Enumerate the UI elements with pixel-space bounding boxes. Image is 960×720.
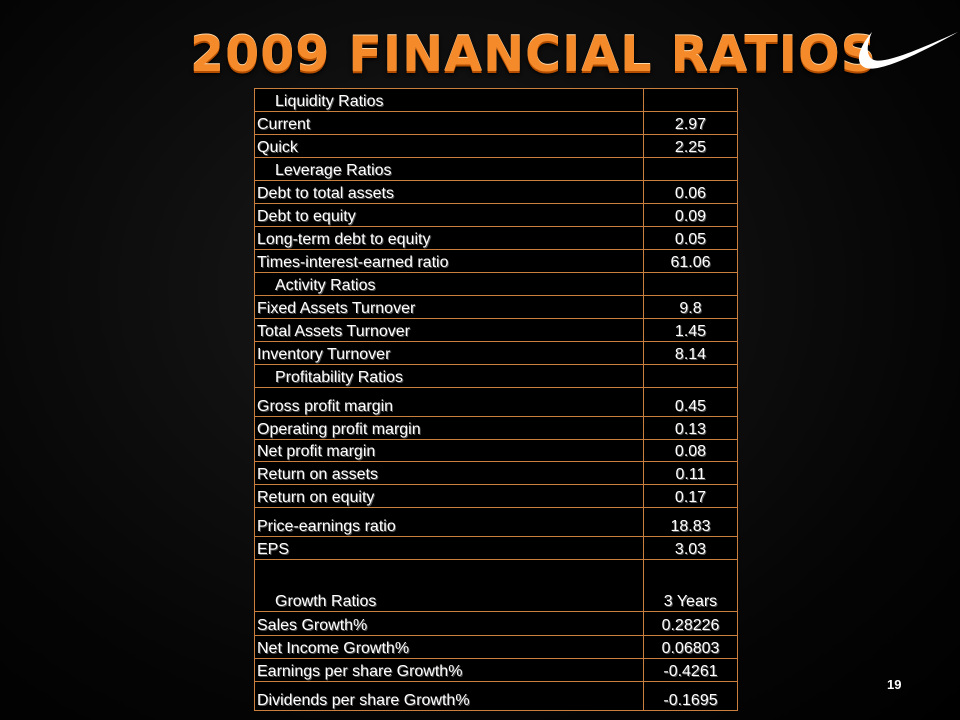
ratio-label: Long-term debt to equity bbox=[254, 226, 644, 250]
ratio-value: 61.06 bbox=[643, 249, 738, 273]
table-row: Operating profit margin 0.13 bbox=[254, 416, 738, 440]
ratio-value: 18.83 bbox=[643, 507, 738, 537]
slide-title: 2009 FINANCIAL RATIOS bbox=[190, 26, 877, 83]
ratio-label: Gross profit margin bbox=[254, 387, 644, 417]
ratio-value: 0.05 bbox=[643, 226, 738, 250]
ratio-label: Total Assets Turnover bbox=[254, 318, 644, 342]
table-section-heading-row: Leverage Ratios bbox=[254, 157, 738, 181]
table-section-heading-row: Activity Ratios bbox=[254, 272, 738, 296]
table-row: Price-earnings ratio 18.83 bbox=[254, 507, 738, 537]
table-row: Times-interest-earned ratio 61.06 bbox=[254, 249, 738, 273]
ratio-value: 0.17 bbox=[643, 484, 738, 508]
ratio-value: 1.45 bbox=[643, 318, 738, 342]
ratio-value: -0.1695 bbox=[643, 681, 738, 711]
ratio-label: Earnings per share Growth% bbox=[254, 658, 644, 682]
ratio-value: 2.97 bbox=[643, 111, 738, 135]
ratio-label: Times-interest-earned ratio bbox=[254, 249, 644, 273]
ratio-value bbox=[643, 272, 738, 296]
ratio-label: EPS bbox=[254, 536, 644, 560]
ratio-label: Operating profit margin bbox=[254, 416, 644, 440]
ratio-label: Growth Ratios bbox=[254, 559, 644, 612]
table-row: Sales Growth% 0.28226 bbox=[254, 611, 738, 636]
swoosh-logo-icon bbox=[858, 32, 958, 69]
ratio-label: Leverage Ratios bbox=[254, 157, 644, 181]
table-row: Total Assets Turnover 1.45 bbox=[254, 318, 738, 342]
table-section-heading-row: Liquidity Ratios bbox=[254, 88, 738, 112]
ratio-label: Sales Growth% bbox=[254, 611, 644, 636]
financial-ratios-table: Liquidity Ratios Current 2.97 Quick 2.25 Leve… bbox=[254, 88, 738, 711]
ratio-value: 0.06 bbox=[643, 180, 738, 204]
ratio-label: Return on equity bbox=[254, 484, 644, 508]
table-row: Fixed Assets Turnover 9.8 bbox=[254, 295, 738, 319]
ratio-value: 0.09 bbox=[643, 203, 738, 227]
table-row: Net Income Growth% 0.06803 bbox=[254, 635, 738, 659]
ratio-value: 9.8 bbox=[643, 295, 738, 319]
ratio-label: Return on assets bbox=[254, 461, 644, 485]
table-row: Debt to total assets 0.06 bbox=[254, 180, 738, 204]
ratio-value: 0.28226 bbox=[643, 611, 738, 636]
ratio-label: Net Income Growth% bbox=[254, 635, 644, 659]
table-row: EPS 3.03 bbox=[254, 536, 738, 560]
ratio-value: 3.03 bbox=[643, 536, 738, 560]
ratio-label: Profitability Ratios bbox=[254, 364, 644, 388]
table-row: Long-term debt to equity 0.05 bbox=[254, 226, 738, 250]
table-section-heading-row: Growth Ratios 3 Years bbox=[254, 559, 738, 612]
ratio-value bbox=[643, 157, 738, 181]
table-row: Debt to equity 0.09 bbox=[254, 203, 738, 227]
ratio-value: 0.06803 bbox=[643, 635, 738, 659]
ratio-value bbox=[643, 364, 738, 388]
ratio-label: Net profit margin bbox=[254, 439, 644, 462]
table-row: Earnings per share Growth% -0.4261 bbox=[254, 658, 738, 682]
ratio-value: 8.14 bbox=[643, 341, 738, 365]
ratio-label: Fixed Assets Turnover bbox=[254, 295, 644, 319]
ratio-value: 0.13 bbox=[643, 416, 738, 440]
table-row: Return on equity 0.17 bbox=[254, 484, 738, 508]
ratio-value: 0.45 bbox=[643, 387, 738, 417]
table-row: Gross profit margin 0.45 bbox=[254, 387, 738, 417]
ratio-label: Quick bbox=[254, 134, 644, 158]
ratio-value bbox=[643, 88, 738, 112]
ratio-label: Activity Ratios bbox=[254, 272, 644, 296]
ratio-value: 3 Years bbox=[643, 559, 738, 612]
table-section-heading-row: Profitability Ratios bbox=[254, 364, 738, 388]
page-number: 19 bbox=[887, 677, 902, 692]
ratio-label: Debt to total assets bbox=[254, 180, 644, 204]
ratio-label: Price-earnings ratio bbox=[254, 507, 644, 537]
table-row: Current 2.97 bbox=[254, 111, 738, 135]
financial-ratios-table-container: Liquidity Ratios Current 2.97 Quick 2.25 Leve… bbox=[254, 88, 738, 711]
ratio-value: 0.08 bbox=[643, 439, 738, 462]
ratio-value: 0.11 bbox=[643, 461, 738, 485]
ratio-label: Dividends per share Growth% bbox=[254, 681, 644, 711]
ratio-label: Current bbox=[254, 111, 644, 135]
ratio-label: Liquidity Ratios bbox=[254, 88, 644, 112]
table-row: Quick 2.25 bbox=[254, 134, 738, 158]
table-row: Dividends per share Growth% -0.1695 bbox=[254, 681, 738, 711]
ratio-label: Debt to equity bbox=[254, 203, 644, 227]
ratio-label: Inventory Turnover bbox=[254, 341, 644, 365]
table-row: Inventory Turnover 8.14 bbox=[254, 341, 738, 365]
table-row: Return on assets 0.11 bbox=[254, 461, 738, 485]
ratio-value: -0.4261 bbox=[643, 658, 738, 682]
table-row: Net profit margin 0.08 bbox=[254, 439, 738, 462]
ratio-value: 2.25 bbox=[643, 134, 738, 158]
